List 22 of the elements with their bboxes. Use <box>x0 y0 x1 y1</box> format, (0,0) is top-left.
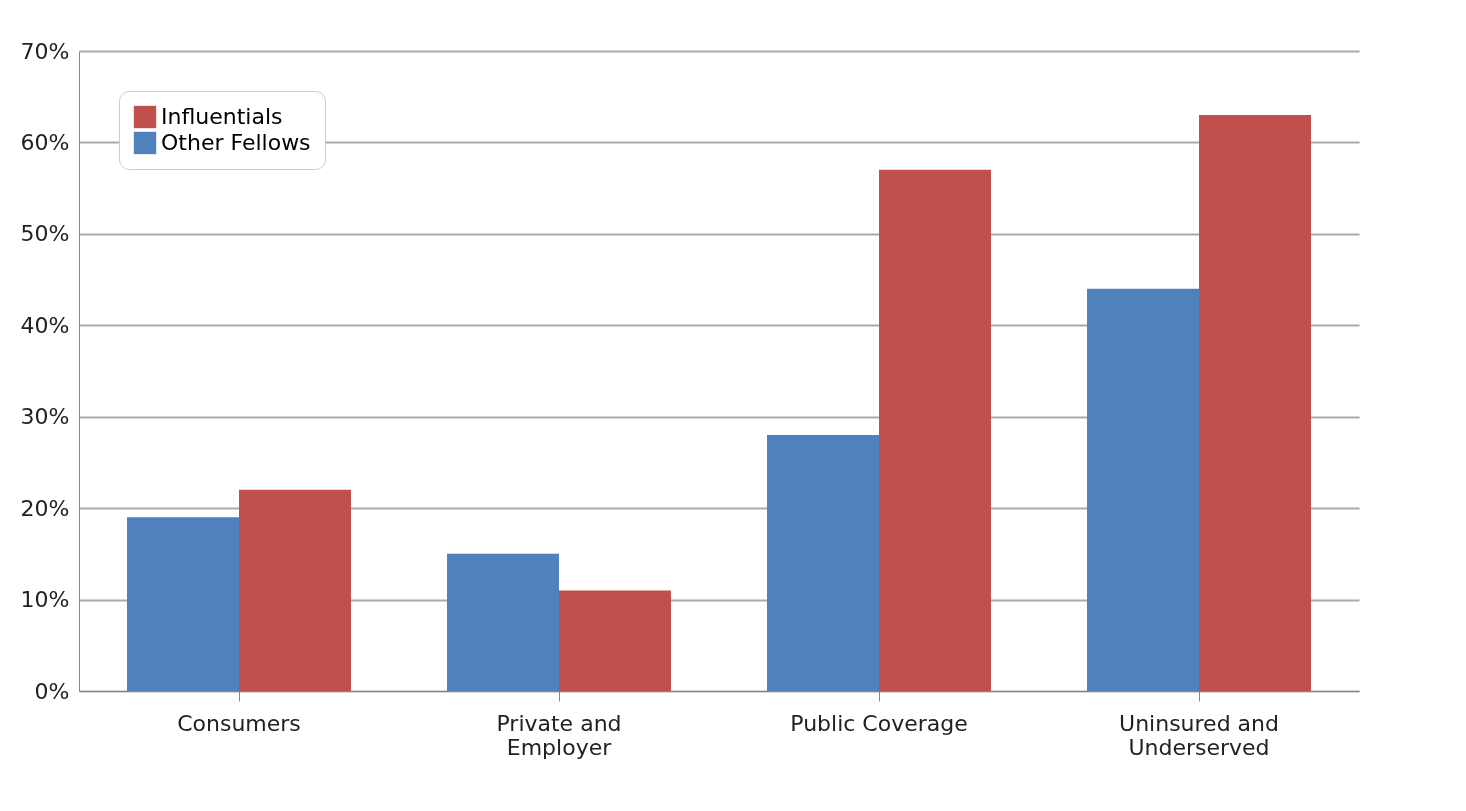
y-tick-label: 30% <box>20 404 70 430</box>
bar <box>127 517 239 691</box>
y-tick-label: 60% <box>20 129 70 155</box>
bar <box>879 169 991 691</box>
legend-label: Other Fellows <box>161 130 311 155</box>
y-tick-label: 40% <box>20 312 70 338</box>
y-tick-label: 0% <box>34 678 70 704</box>
bar <box>447 553 559 691</box>
y-tick-label: 70% <box>20 38 70 64</box>
bar <box>1199 115 1311 691</box>
y-tick-label: 20% <box>20 495 70 521</box>
y-tick-label: 10% <box>20 587 70 613</box>
x-tick-label: Consumers <box>177 710 301 736</box>
bar <box>1087 288 1199 691</box>
x-tick-label: Private and Employer <box>496 710 622 760</box>
x-tick-label: Public Coverage <box>790 710 968 736</box>
y-tick-label: 50% <box>20 221 70 247</box>
x-tick-label: Uninsured and Underserved <box>1119 710 1279 760</box>
bar <box>559 590 671 691</box>
legend-label: Influentials <box>161 104 283 129</box>
bar <box>239 489 351 691</box>
bar <box>767 435 879 691</box>
